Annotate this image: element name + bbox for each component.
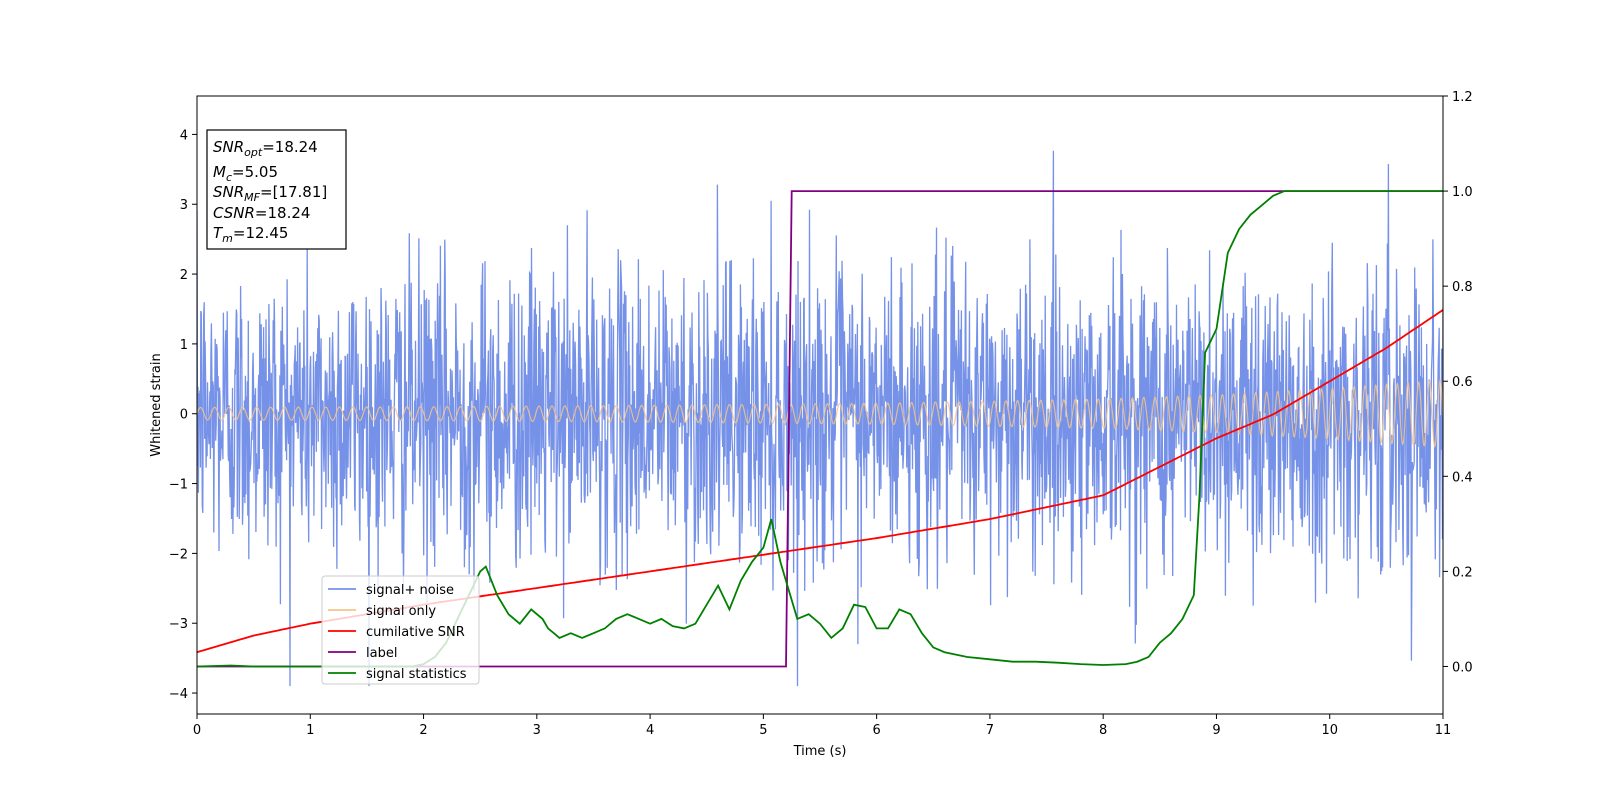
info-box-frame xyxy=(206,129,347,250)
y-axis-right: 0.0 0.2 0.4 0.6 0.8 1.0 1.2 xyxy=(1443,90,1473,675)
info-line: Mc=5.05 xyxy=(213,163,278,184)
legend-label: signal only xyxy=(366,604,436,619)
y2-tick-label: 1.0 xyxy=(1452,185,1473,200)
x-axis-label: Time (s) xyxy=(793,744,847,759)
legend-entry: signal statistics xyxy=(328,667,467,682)
x-tick-label: 0 xyxy=(193,723,201,738)
x-tick-label: 3 xyxy=(533,723,541,738)
legend-entry: signal only xyxy=(328,604,436,619)
info-box: SNRopt=18.24 Mc=5.05SNRMF=[17.81]CSNR=18.… xyxy=(206,129,347,250)
legend-label: cumilative SNR xyxy=(366,625,465,640)
legend-entry: cumilative SNR xyxy=(328,625,465,640)
info-line: SNRMF=[17.81] xyxy=(213,183,327,204)
y-tick-label: −3 xyxy=(169,617,188,632)
y2-tick-label: 0.8 xyxy=(1452,280,1473,295)
series-label xyxy=(197,190,1443,668)
x-tick-label: 10 xyxy=(1321,723,1338,738)
x-tick-label: 9 xyxy=(1212,723,1220,738)
y-tick-label: 3 xyxy=(180,198,188,213)
y-axis-left: −4 −3 −2 −1 0 1 2 3 4 xyxy=(169,128,197,702)
x-tick-label: 1 xyxy=(306,723,314,738)
legend-label: signal statistics xyxy=(366,667,467,682)
x-tick-label: 2 xyxy=(419,723,427,738)
legend-label: label xyxy=(366,646,397,661)
x-tick-label: 8 xyxy=(1099,723,1107,738)
info-line: SNRopt=18.24 xyxy=(213,138,318,159)
y2-tick-label: 0.0 xyxy=(1452,660,1473,675)
info-line: CSNR=18.24 xyxy=(213,204,310,222)
y-tick-label: −4 xyxy=(169,687,188,702)
legend-frame xyxy=(321,575,480,685)
x-tick-label: 4 xyxy=(646,723,654,738)
x-tick-label: 5 xyxy=(759,723,767,738)
x-tick-label: 7 xyxy=(986,723,994,738)
series-signal-statistics xyxy=(197,190,1443,668)
y-tick-label: 0 xyxy=(180,408,188,423)
y-axis-label: Whitened strain xyxy=(149,353,164,456)
legend-entry: signal+ noise xyxy=(328,583,454,598)
x-tick-label: 11 xyxy=(1435,723,1452,738)
info-line: Tm=12.45 xyxy=(213,224,288,245)
y2-tick-label: 0.4 xyxy=(1452,470,1473,485)
series-signal-noise xyxy=(197,150,1443,687)
series-signal-only xyxy=(197,378,1443,448)
y-tick-label: 1 xyxy=(180,338,188,353)
x-tick-label: 6 xyxy=(872,723,880,738)
y-tick-label: −1 xyxy=(169,478,188,493)
y-tick-label: 2 xyxy=(180,268,188,283)
y-tick-label: −2 xyxy=(169,547,188,562)
legend: signal+ noise signal only cumilative SNR la… xyxy=(321,575,480,685)
y-tick-label: 4 xyxy=(180,128,188,143)
plot-frame xyxy=(196,95,1444,715)
y2-tick-label: 0.2 xyxy=(1452,565,1473,580)
y2-tick-label: 0.6 xyxy=(1452,375,1473,390)
legend-label: signal+ noise xyxy=(366,583,454,598)
legend-entry: label xyxy=(328,646,397,661)
x-axis: 0 1 2 3 4 5 6 7 8 9 10 11 xyxy=(193,714,1451,738)
y2-tick-label: 1.2 xyxy=(1452,90,1473,105)
